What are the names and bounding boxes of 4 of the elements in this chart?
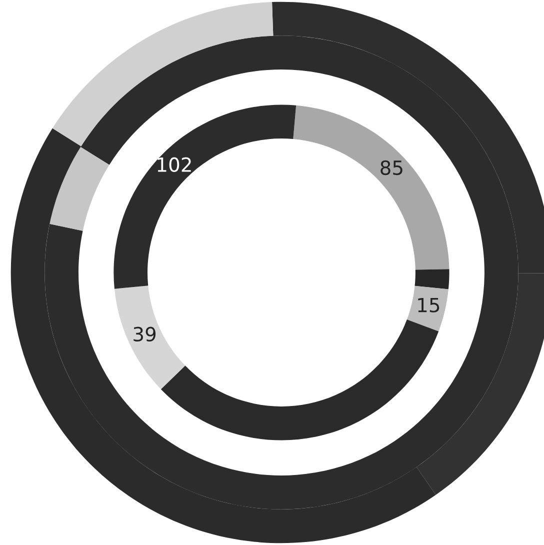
data-label: 102 [158, 157, 191, 172]
data-label: 39 [134, 326, 156, 342]
data-label: 15 [418, 298, 440, 312]
data-label: 85 [380, 160, 402, 176]
